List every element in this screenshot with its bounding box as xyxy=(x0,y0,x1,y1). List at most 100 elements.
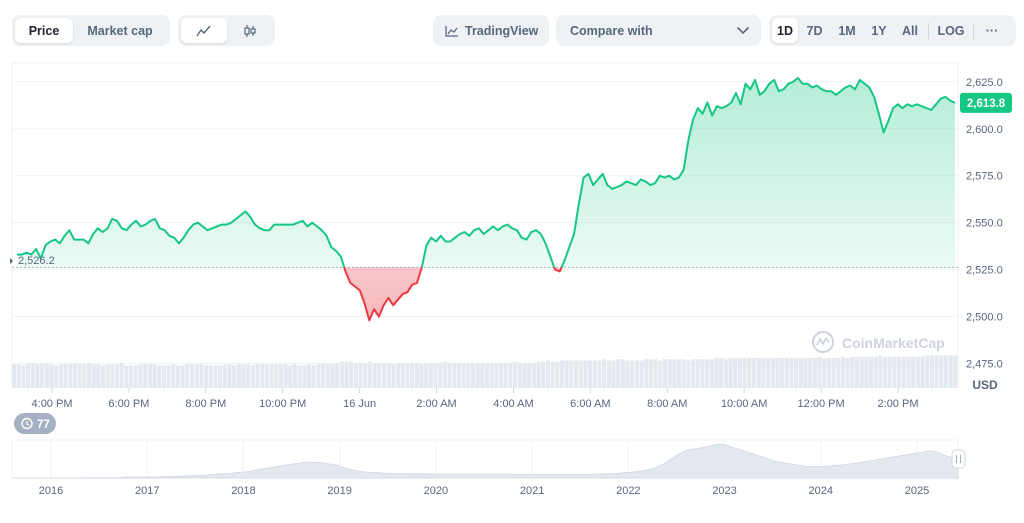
volume-bar xyxy=(672,359,677,388)
volume-bar xyxy=(765,358,771,388)
volume-bar xyxy=(180,365,185,388)
volume-bar xyxy=(728,358,733,388)
volume-bar xyxy=(63,364,68,388)
volume-bar xyxy=(878,355,883,388)
volume-bar xyxy=(405,363,410,388)
price-tab[interactable]: Price xyxy=(15,18,73,43)
x-tick-label: 2:00 AM xyxy=(416,398,456,410)
volume-bar xyxy=(850,356,855,388)
tradingview-label: TradingView xyxy=(465,23,539,38)
volume-bar xyxy=(901,356,906,388)
volume-bar xyxy=(934,355,939,388)
volume-bar xyxy=(475,363,480,388)
tradingview-button[interactable]: TradingView xyxy=(433,15,549,46)
coinmarketcap-logo-icon xyxy=(812,331,834,353)
range-7d[interactable]: 7D xyxy=(806,23,823,38)
volume-bar xyxy=(531,363,536,388)
range-1d[interactable]: 1D xyxy=(772,18,798,43)
range-all[interactable]: All xyxy=(902,23,918,38)
compare-with-dropdown[interactable]: Compare with xyxy=(556,15,761,46)
volume-bar xyxy=(831,358,836,388)
volume-bar xyxy=(58,364,63,388)
event-badge[interactable]: 77 xyxy=(14,413,56,434)
volume-bar xyxy=(396,363,401,388)
navigator-year-label: 2017 xyxy=(135,485,159,497)
volume-bar xyxy=(751,358,757,388)
volume-bar xyxy=(836,358,841,388)
range-1m[interactable]: 1M xyxy=(838,23,856,38)
volume-bar xyxy=(775,358,780,388)
volume-bar xyxy=(883,356,888,388)
volume-bar xyxy=(677,359,682,388)
volume-bar xyxy=(250,365,255,388)
navigator-year-label: 2021 xyxy=(520,485,544,497)
volume-bar xyxy=(419,364,424,388)
log-scale-button[interactable]: LOG xyxy=(937,23,965,38)
navigator-year-label: 2022 xyxy=(616,485,640,497)
volume-bar xyxy=(545,360,550,388)
volume-bar xyxy=(770,358,775,388)
volume-bar xyxy=(302,365,307,388)
volume-bar xyxy=(260,364,265,388)
volume-bar xyxy=(246,364,251,388)
volume-bar xyxy=(433,363,438,388)
navigator[interactable]: 2016 2017 2018 2019 2020 2021 2022 2023 2024 2025 xyxy=(11,439,959,497)
volume-bar xyxy=(756,358,761,388)
volume-bar xyxy=(138,364,143,388)
volume-bar xyxy=(611,360,616,388)
x-tick-label: 8:00 AM xyxy=(647,398,687,410)
y-axis: 2,475.0 2,500.0 2,525.0 2,550.0 2,575.0 2,600… xyxy=(966,77,1003,371)
price-line xyxy=(17,77,956,322)
baseline-value: 2,526.2 xyxy=(18,255,55,267)
volume-bar xyxy=(686,360,691,388)
volume-bar xyxy=(719,358,724,388)
tradingview-icon xyxy=(445,25,458,37)
volume-bar xyxy=(489,363,494,388)
chart-type-toggle xyxy=(178,15,275,46)
volume-bar xyxy=(536,361,541,388)
market-cap-tab[interactable]: Market cap xyxy=(87,23,153,38)
volume-bar xyxy=(583,360,588,388)
volume-bar xyxy=(255,364,260,388)
watermark: CoinMarketCap xyxy=(812,331,945,353)
volume-bar xyxy=(892,356,897,388)
y-tick-label: 2,575.0 xyxy=(966,171,1003,183)
volume-bar xyxy=(911,356,916,388)
volume-bar xyxy=(869,356,874,388)
x-tick-label: 10:00 PM xyxy=(259,398,306,410)
volume-bar xyxy=(695,359,700,388)
volume-bar xyxy=(564,360,569,388)
navigator-year-label: 2024 xyxy=(809,485,833,497)
volume-bar xyxy=(410,363,415,388)
volume-bar xyxy=(264,364,269,388)
volume-bar xyxy=(232,365,237,388)
y-tick-label: 2,525.0 xyxy=(966,265,1003,277)
volume-bar xyxy=(794,358,799,388)
volume-bar xyxy=(292,364,298,388)
more-options-button[interactable]: ··· xyxy=(985,23,999,38)
navigator-year-label: 2023 xyxy=(712,485,736,497)
volume-bar xyxy=(208,365,213,388)
volume-bar xyxy=(110,364,115,388)
range-selector: 1D 7D 1M 1Y All LOG ··· xyxy=(769,15,1016,46)
event-count: 77 xyxy=(37,419,50,431)
history-icon-hands xyxy=(26,421,30,426)
navigator-handle[interactable] xyxy=(951,449,966,469)
x-tick-label: 16 Jun xyxy=(343,398,376,410)
volume-bar xyxy=(325,364,330,388)
x-tick-label: 4:00 PM xyxy=(32,398,73,410)
navigator-handle-grip[interactable] xyxy=(951,449,966,469)
volume-bar xyxy=(339,361,344,388)
volume-bar xyxy=(166,365,171,388)
volume-bar xyxy=(161,365,166,388)
line-chart-button[interactable] xyxy=(181,18,227,43)
volume-bar xyxy=(175,365,180,388)
volume-bar xyxy=(639,360,644,388)
candlestick-chart-button[interactable] xyxy=(227,18,272,43)
volume-bar xyxy=(321,363,326,388)
range-1y[interactable]: 1Y xyxy=(871,23,887,38)
volume-bar xyxy=(761,358,766,388)
event-badge-pill[interactable] xyxy=(14,413,56,434)
volume-bar xyxy=(662,359,668,388)
volume-bar xyxy=(634,360,639,388)
